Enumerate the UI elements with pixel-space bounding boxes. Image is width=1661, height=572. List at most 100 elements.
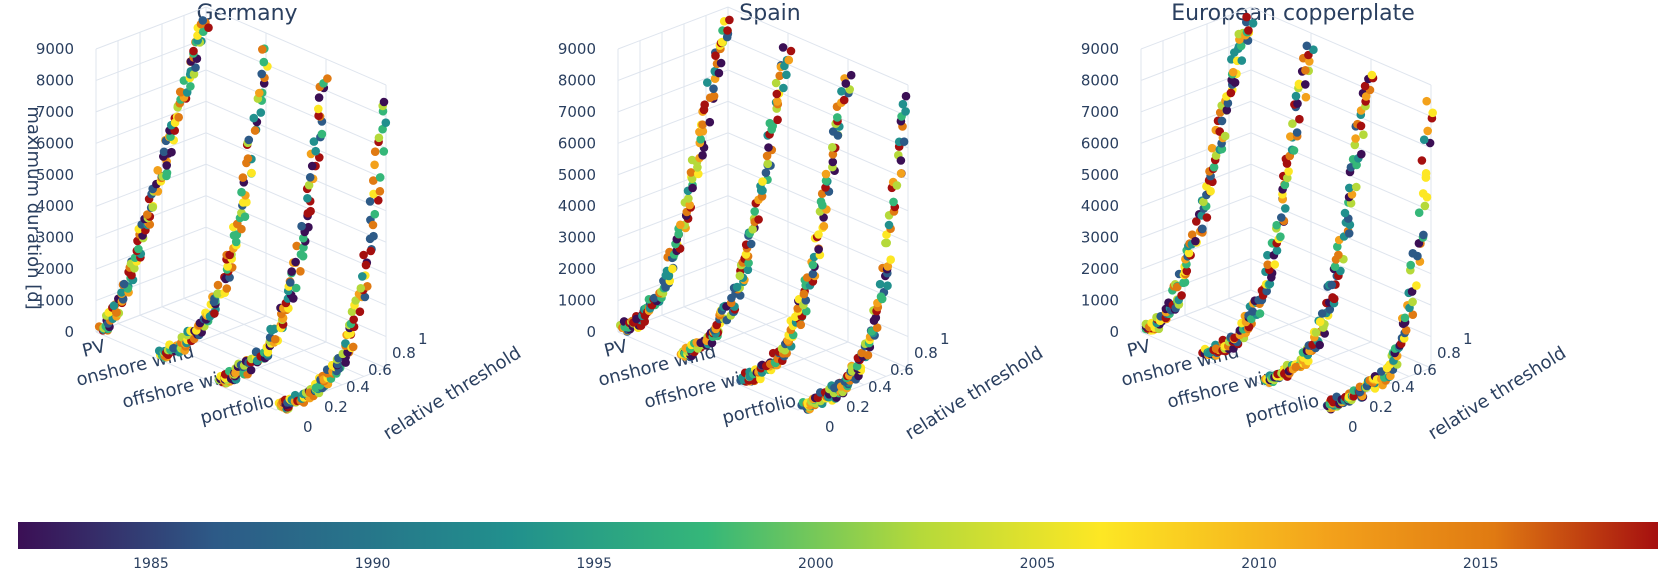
- data-point: [119, 279, 129, 289]
- data-point: [1276, 232, 1285, 241]
- data-point: [684, 194, 693, 203]
- data-point: [1284, 167, 1293, 176]
- z-tick-label: 7000: [558, 103, 596, 121]
- x-tick-label: 0.4: [346, 378, 370, 396]
- panel-2: European copperplate 0 1000 2000 3000 4000 500…: [1081, 1, 1570, 444]
- data-point: [303, 194, 312, 203]
- data-point: [1305, 57, 1314, 66]
- data-point: [167, 147, 176, 157]
- data-point: [134, 244, 143, 254]
- data-point: [761, 168, 771, 177]
- data-point: [1347, 190, 1357, 199]
- data-point: [1421, 169, 1431, 178]
- colorbar-tick-label: 2000: [798, 556, 834, 572]
- data-point: [145, 220, 155, 229]
- data-point: [356, 284, 366, 293]
- z-tick-label: 5000: [1081, 166, 1119, 184]
- grid-line: [139, 314, 321, 394]
- data-point: [1223, 98, 1233, 108]
- data-point: [1209, 162, 1219, 172]
- colorbar-gradient: [18, 522, 1658, 549]
- data-point: [782, 70, 791, 80]
- series-onshore-wind: [676, 43, 796, 362]
- data-point: [1327, 280, 1337, 290]
- data-point: [1317, 309, 1327, 318]
- grid-line: [1184, 314, 1366, 394]
- data-point: [1294, 80, 1304, 90]
- data-point: [892, 181, 902, 190]
- data-point: [725, 15, 734, 25]
- series-portfolio: [274, 97, 391, 414]
- data-point: [871, 313, 881, 323]
- data-point: [1367, 70, 1377, 80]
- data-point: [694, 169, 703, 179]
- z-tick-label: 9000: [558, 40, 596, 58]
- data-point: [162, 161, 171, 170]
- data-point: [159, 147, 169, 157]
- data-point: [744, 258, 753, 268]
- data-point: [1330, 262, 1340, 272]
- data-point: [828, 157, 838, 167]
- x-tick-label: 0.6: [368, 361, 392, 379]
- panel-1: Spain 0 1000 2000 3000 4000 5000 6000 7000 8000 90…: [558, 1, 1047, 444]
- data-point: [1359, 130, 1368, 139]
- data-point: [370, 147, 380, 156]
- z-tick-label: 0: [64, 323, 74, 341]
- z-tick-label: 1000: [1081, 292, 1119, 310]
- data-point: [305, 173, 315, 182]
- x-tick-label: 0: [303, 418, 313, 436]
- data-point: [307, 161, 317, 171]
- colorbar-tick-label: 1995: [576, 556, 612, 572]
- data-point: [1191, 236, 1200, 246]
- data-point: [363, 282, 372, 291]
- data-point: [291, 283, 301, 293]
- series-PV: [616, 15, 734, 336]
- data-point: [1345, 183, 1354, 193]
- panel-title: Germany: [196, 1, 297, 26]
- data-point: [688, 183, 697, 193]
- data-point: [1408, 297, 1417, 307]
- grid-line: [617, 331, 799, 411]
- data-point: [1242, 12, 1251, 22]
- data-point: [223, 262, 232, 271]
- data-point: [359, 250, 368, 260]
- data-point: [242, 197, 251, 207]
- z-tick-label: 5000: [558, 166, 596, 184]
- z-tick-label: 9000: [36, 40, 74, 58]
- data-point: [764, 143, 773, 152]
- z-tick-label: 1000: [558, 292, 596, 310]
- data-point: [837, 87, 846, 96]
- data-point: [780, 345, 790, 355]
- data-point: [1311, 328, 1321, 337]
- data-point: [1291, 91, 1301, 101]
- z-tick-label: 3000: [36, 229, 74, 247]
- data-point: [1207, 143, 1217, 153]
- data-point: [1255, 309, 1265, 318]
- data-point: [1330, 294, 1339, 304]
- data-point: [213, 289, 223, 298]
- data-point: [768, 121, 777, 131]
- data-point: [379, 97, 389, 107]
- z-tick-label: 1000: [36, 292, 74, 310]
- panel-0: Germany 0 1000 2000 3000 4000 5000 6000 7000 8000…: [36, 1, 525, 444]
- data-point: [1262, 286, 1271, 296]
- data-point: [127, 270, 136, 280]
- data-point: [1350, 140, 1360, 150]
- data-point: [250, 126, 260, 135]
- series-PV: [94, 16, 213, 335]
- points: [616, 15, 911, 414]
- data-point: [1417, 156, 1427, 165]
- data-point: [758, 177, 767, 186]
- data-point: [244, 135, 254, 145]
- data-point: [348, 342, 358, 352]
- data-point: [378, 124, 387, 134]
- data-point: [1202, 213, 1212, 222]
- data-point: [698, 151, 707, 160]
- data-point: [685, 200, 694, 210]
- data-point: [799, 289, 809, 299]
- data-point: [779, 83, 788, 93]
- data-point: [314, 104, 323, 114]
- data-point: [883, 262, 893, 271]
- colorbar: 1985 1990 1995 2000 2005 2010 2015: [18, 522, 1658, 572]
- data-point: [351, 296, 361, 305]
